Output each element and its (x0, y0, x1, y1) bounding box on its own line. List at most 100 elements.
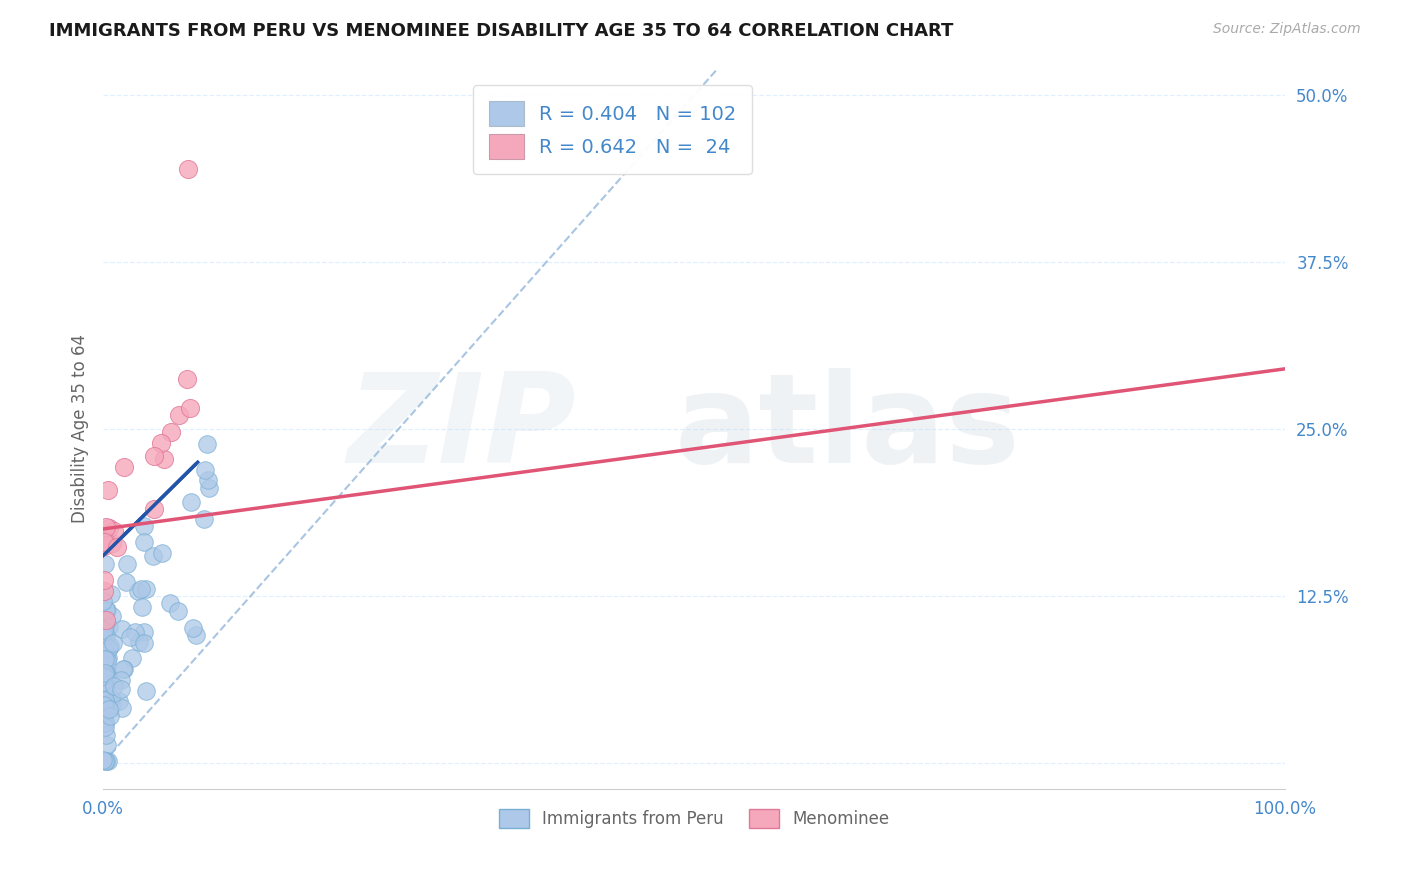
Point (93, 594, 115, 608)
Point (94, 678, 117, 692)
Point (96, 645, 118, 659)
Point (94, 728, 117, 742)
Point (94, 692, 117, 706)
Point (101, 609, 124, 624)
Point (143, 502, 166, 516)
Point (93, 669, 115, 683)
Point (103, 524, 125, 538)
Point (135, 582, 157, 596)
Point (93, 609, 115, 624)
Point (93, 715, 115, 730)
Text: IMMIGRANTS FROM PERU VS MENOMINEE DISABILITY AGE 35 TO 64 CORRELATION CHART: IMMIGRANTS FROM PERU VS MENOMINEE DISABI… (49, 22, 953, 40)
Point (93, 639, 115, 653)
Point (94, 648, 117, 662)
Point (94, 655, 117, 669)
Point (93, 540, 115, 554)
Point (93, 665, 115, 680)
Point (97, 672, 120, 686)
Point (183, 621, 205, 635)
Point (120, 630, 142, 644)
Point (193, 512, 215, 526)
Point (94, 685, 117, 699)
Point (94, 754, 117, 768)
Point (94, 681, 117, 695)
Point (98, 702, 121, 716)
Point (194, 463, 217, 477)
Point (142, 449, 165, 463)
Point (111, 700, 134, 714)
Point (184, 628, 207, 642)
Point (135, 683, 157, 698)
Point (101, 698, 124, 712)
Point (132, 535, 155, 549)
Point (93, 573, 115, 587)
Point (93, 531, 115, 545)
Point (93, 652, 115, 666)
Point (94, 671, 117, 685)
Point (198, 481, 221, 495)
Point (134, 635, 156, 649)
Point (167, 603, 190, 617)
Point (96, 667, 118, 681)
Point (129, 582, 152, 597)
Point (177, 161, 200, 176)
Point (94, 648, 117, 662)
Point (100, 691, 122, 706)
Point (101, 635, 124, 649)
Point (94, 602, 117, 616)
Point (93, 535, 115, 549)
Point (176, 372, 198, 386)
Point (98, 639, 121, 653)
Point (101, 536, 124, 550)
Point (179, 401, 201, 416)
Point (93, 629, 115, 643)
Point (127, 584, 149, 599)
Point (96, 665, 118, 680)
Point (93, 720, 115, 734)
Text: ZIP: ZIP (347, 368, 576, 490)
Point (93, 623, 115, 637)
Text: atlas: atlas (675, 368, 1021, 490)
Point (105, 540, 128, 554)
Point (96, 754, 118, 768)
Point (132, 519, 155, 533)
Point (94, 666, 117, 681)
Point (124, 625, 146, 640)
Point (149, 436, 172, 450)
Point (91, 753, 114, 767)
Point (94, 715, 117, 730)
Point (96, 681, 118, 695)
Point (110, 673, 132, 687)
Point (128, 634, 150, 648)
Point (93, 706, 115, 721)
Point (93, 621, 115, 635)
Point (134, 625, 156, 640)
Point (142, 549, 165, 563)
Point (94, 533, 117, 548)
Text: Source: ZipAtlas.com: Source: ZipAtlas.com (1213, 22, 1361, 37)
Point (111, 662, 134, 676)
Point (93, 693, 115, 707)
Point (93, 648, 115, 663)
Point (97, 521, 120, 535)
Point (97, 483, 120, 498)
Point (93, 714, 115, 728)
Point (93, 698, 115, 713)
Point (94, 613, 117, 627)
Point (97, 754, 120, 768)
Point (152, 452, 174, 467)
Point (97, 671, 120, 685)
Point (197, 473, 219, 487)
Point (94, 528, 117, 542)
Point (115, 558, 138, 572)
Y-axis label: Disability Age 35 to 64: Disability Age 35 to 64 (72, 334, 89, 524)
Point (103, 679, 125, 693)
Point (94, 628, 117, 642)
Point (150, 545, 173, 559)
Point (100, 587, 122, 601)
Point (159, 596, 181, 610)
Point (110, 682, 132, 697)
Point (94, 615, 117, 630)
Legend: Immigrants from Peru, Menominee: Immigrants from Peru, Menominee (492, 803, 896, 835)
Point (167, 408, 190, 422)
